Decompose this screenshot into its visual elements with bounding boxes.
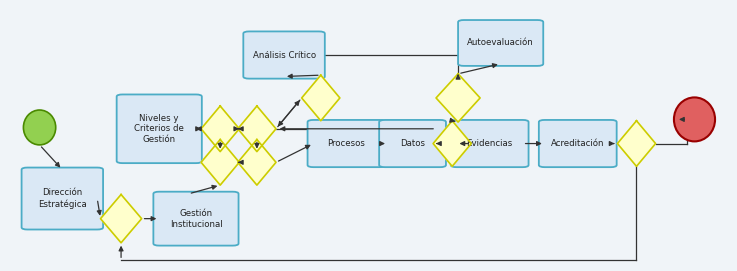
Polygon shape (100, 195, 142, 243)
Text: Evidencias: Evidencias (467, 139, 513, 148)
Text: Datos: Datos (400, 139, 425, 148)
FancyBboxPatch shape (21, 167, 103, 230)
Polygon shape (436, 74, 480, 122)
FancyBboxPatch shape (379, 120, 446, 167)
Text: Acreditación: Acreditación (551, 139, 604, 148)
Polygon shape (238, 140, 276, 185)
Text: Autoevaluación: Autoevaluación (467, 38, 534, 47)
Polygon shape (618, 121, 656, 166)
FancyBboxPatch shape (307, 120, 385, 167)
Text: Niveles y
Criterios de
Gestión: Niveles y Criterios de Gestión (134, 114, 184, 144)
FancyBboxPatch shape (243, 31, 325, 79)
FancyBboxPatch shape (458, 20, 543, 66)
Polygon shape (201, 140, 240, 185)
Polygon shape (301, 75, 340, 121)
Text: Procesos: Procesos (327, 139, 366, 148)
Polygon shape (201, 106, 240, 151)
Ellipse shape (674, 97, 715, 141)
FancyBboxPatch shape (539, 120, 617, 167)
Text: Gestión
Institucional: Gestión Institucional (170, 209, 223, 228)
Text: Análisis Crítico: Análisis Crítico (253, 50, 315, 60)
Polygon shape (238, 106, 276, 151)
Polygon shape (433, 121, 471, 166)
Ellipse shape (24, 110, 56, 145)
FancyBboxPatch shape (451, 120, 528, 167)
FancyBboxPatch shape (116, 95, 202, 163)
FancyBboxPatch shape (153, 192, 239, 246)
Text: Dirección
Estratégica: Dirección Estratégica (38, 188, 87, 209)
